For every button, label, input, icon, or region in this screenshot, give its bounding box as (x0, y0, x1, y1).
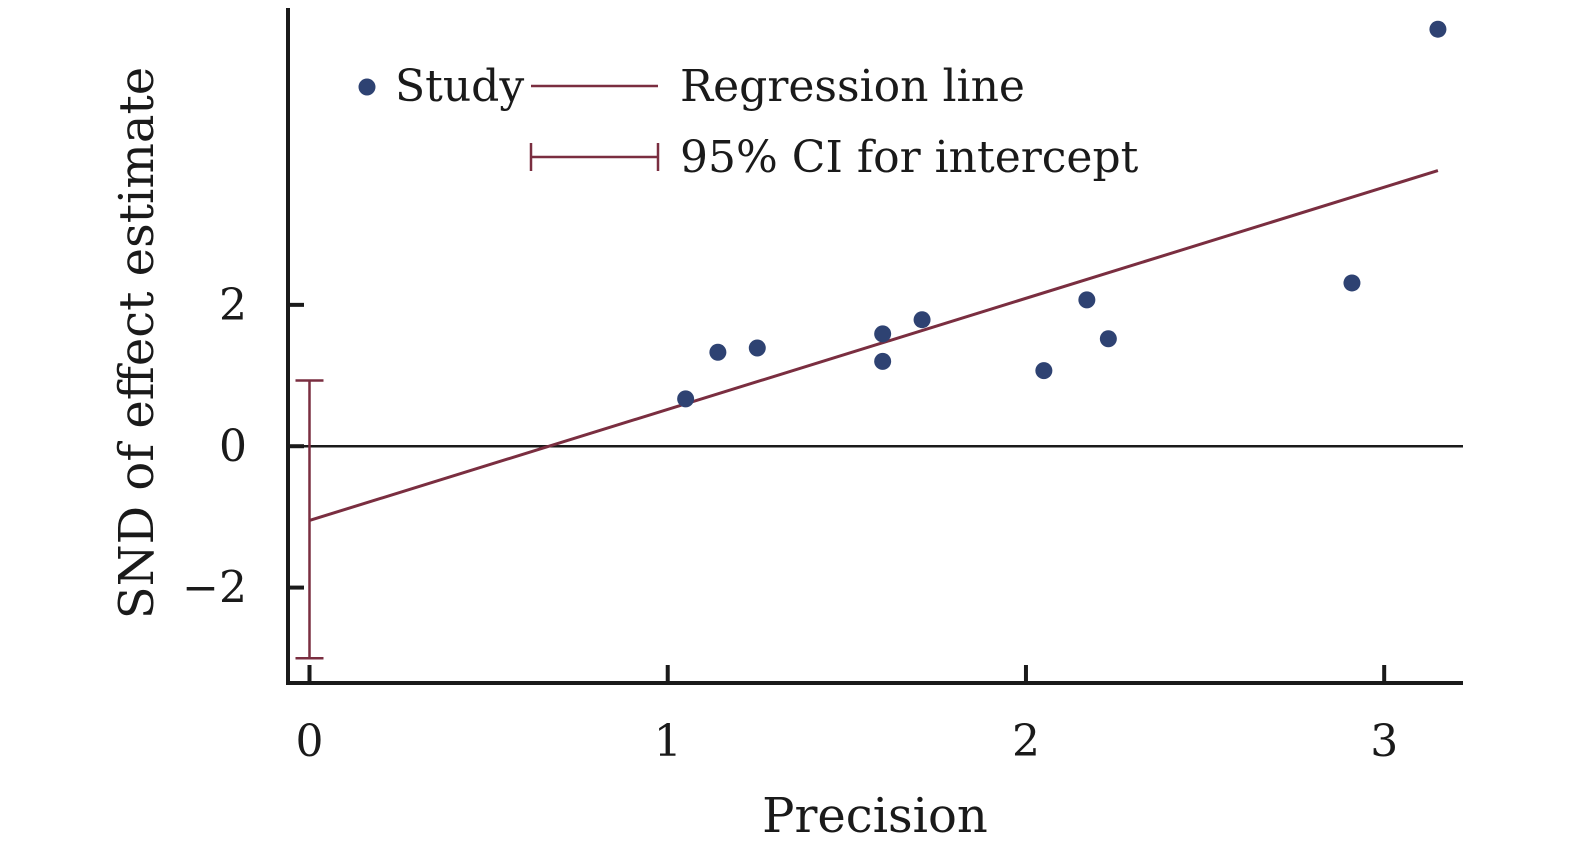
legend: Study Regression line 95% CI for interce… (358, 61, 1139, 183)
y-tick-label--2: −2 (182, 563, 247, 614)
study-point-3 (748, 339, 766, 357)
legend-study-marker (358, 78, 376, 96)
legend-study-label: Study (395, 61, 524, 112)
x-tick-label-0: 0 (295, 716, 323, 767)
study-point-8 (1078, 291, 1096, 309)
regression-line (309, 169, 1439, 522)
study-point-6 (913, 311, 931, 329)
axes: 0 1 2 3 −2 0 2 (182, 8, 1463, 767)
study-point-4 (874, 325, 892, 343)
x-tick-label-1: 1 (654, 716, 682, 767)
study-point-5 (874, 352, 892, 370)
y-tick-label-0: 0 (219, 421, 247, 472)
x-tick-label-2: 2 (1012, 716, 1040, 767)
plot-area (288, 20, 1463, 660)
legend-regression-label: Regression line (680, 61, 1025, 112)
study-point-2 (709, 343, 727, 361)
x-tick-label-3: 3 (1370, 716, 1398, 767)
x-axis-title: Precision (762, 788, 988, 844)
y-axis-title: SND of effect estimate (109, 67, 165, 619)
study-point-7 (1035, 362, 1053, 380)
legend-ci-swatch (529, 143, 660, 171)
study-point-11 (1429, 20, 1447, 38)
legend-ci-label: 95% CI for intercept (680, 132, 1139, 183)
study-point-9 (1099, 330, 1117, 348)
y-tick-label-2: 2 (219, 280, 247, 331)
study-point-1 (677, 390, 695, 408)
study-point-10 (1343, 274, 1361, 292)
